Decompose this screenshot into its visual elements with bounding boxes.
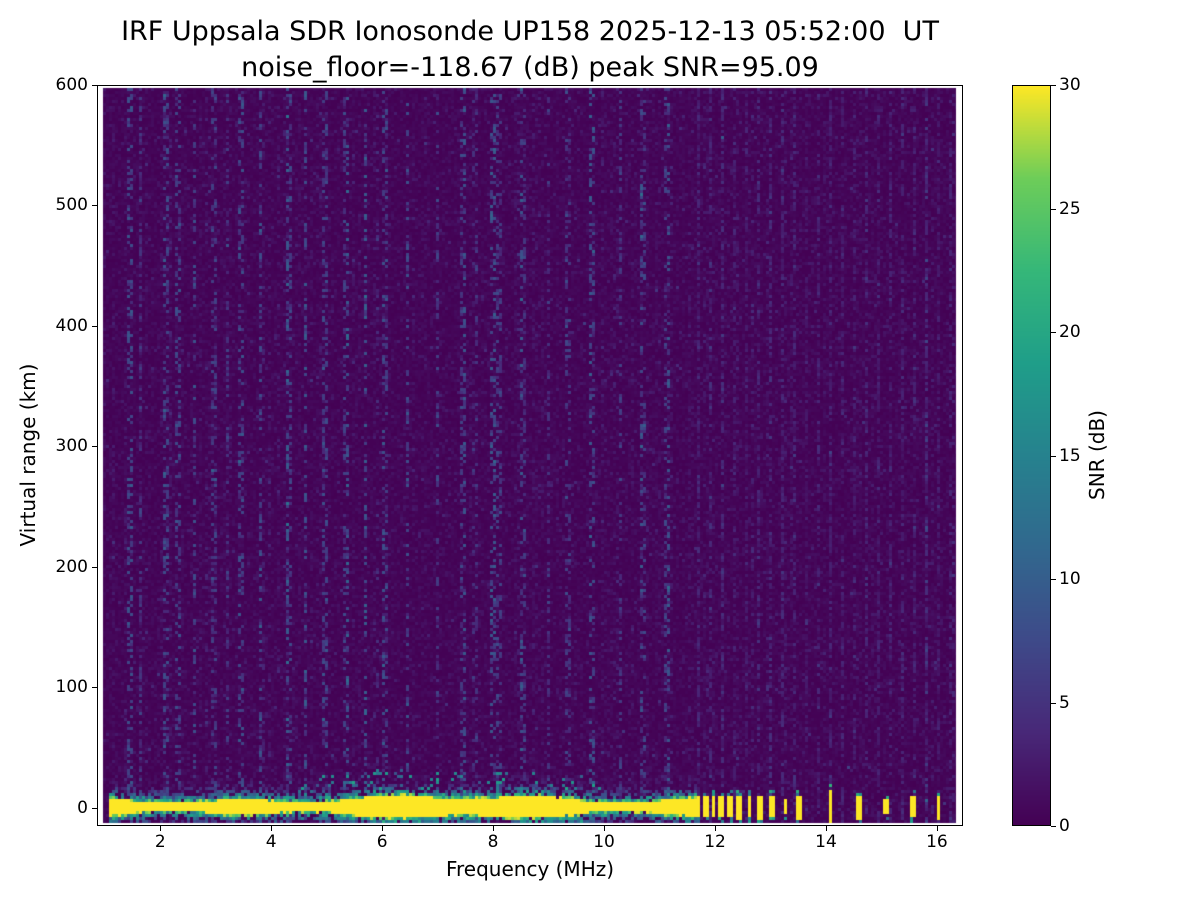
colorbar-tick-mark — [1051, 332, 1056, 333]
x-tick-mark — [493, 826, 495, 831]
x-tick-label: 8 — [487, 832, 499, 852]
colorbar-tick-label: 30 — [1059, 75, 1081, 95]
x-tick-mark — [604, 826, 606, 831]
y-tick-label: 400 — [55, 315, 88, 336]
y-tick-mark — [92, 446, 97, 448]
y-tick-mark — [92, 325, 97, 327]
x-tick-mark — [382, 826, 384, 831]
y-tick-mark — [92, 807, 97, 809]
y-tick-mark — [92, 85, 97, 86]
plot-area — [97, 85, 963, 826]
x-tick-mark — [160, 826, 162, 831]
x-tick-mark — [825, 826, 827, 831]
colorbar-tick-label: 20 — [1059, 322, 1081, 342]
y-tick-mark — [92, 205, 97, 207]
colorbar-tick-mark — [1051, 455, 1056, 457]
x-tick-label: 4 — [265, 832, 277, 852]
colorbar-tick-mark — [1051, 208, 1056, 210]
y-tick-mark — [92, 566, 97, 568]
x-tick-label: 14 — [815, 832, 837, 852]
colorbar-tick-mark — [1051, 826, 1056, 827]
colorbar-gradient-canvas — [1013, 86, 1050, 825]
x-tick-mark — [936, 826, 938, 831]
chart-subtitle: noise_floor=-118.67 (dB) peak SNR=95.09 — [241, 52, 819, 83]
colorbar-tick-label: 10 — [1059, 569, 1081, 589]
chart-title: IRF Uppsala SDR Ionosonde UP158 2025-12-… — [121, 16, 939, 47]
x-tick-label: 10 — [593, 832, 615, 852]
y-tick-label: 600 — [55, 75, 88, 95]
colorbar-tick-label: 0 — [1059, 816, 1070, 836]
y-tick-label: 300 — [55, 436, 88, 457]
colorbar-tick-label: 15 — [1059, 445, 1081, 466]
y-tick-label: 200 — [55, 556, 88, 577]
colorbar-tick-mark — [1051, 579, 1056, 580]
x-tick-label: 12 — [704, 832, 726, 852]
y-tick-label: 100 — [55, 677, 88, 698]
colorbar-tick-mark — [1051, 85, 1056, 86]
x-tick-mark — [715, 826, 717, 831]
colorbar-tick-mark — [1051, 702, 1056, 704]
colorbar-tick-label: 25 — [1059, 198, 1081, 219]
y-tick-label: 0 — [77, 797, 88, 818]
ionogram-canvas — [98, 86, 962, 825]
colorbar-label: SNR (dB) — [1085, 410, 1109, 500]
x-tick-label: 6 — [376, 832, 388, 852]
colorbar-tick-label: 5 — [1059, 692, 1070, 713]
y-tick-label: 500 — [55, 195, 88, 216]
y-tick-mark — [92, 687, 97, 689]
x-tick-mark — [271, 826, 273, 831]
x-axis-label: Frequency (MHz) — [445, 857, 615, 881]
colorbar — [1012, 85, 1051, 826]
x-tick-label: 16 — [926, 832, 948, 852]
x-tick-label: 2 — [154, 832, 166, 852]
